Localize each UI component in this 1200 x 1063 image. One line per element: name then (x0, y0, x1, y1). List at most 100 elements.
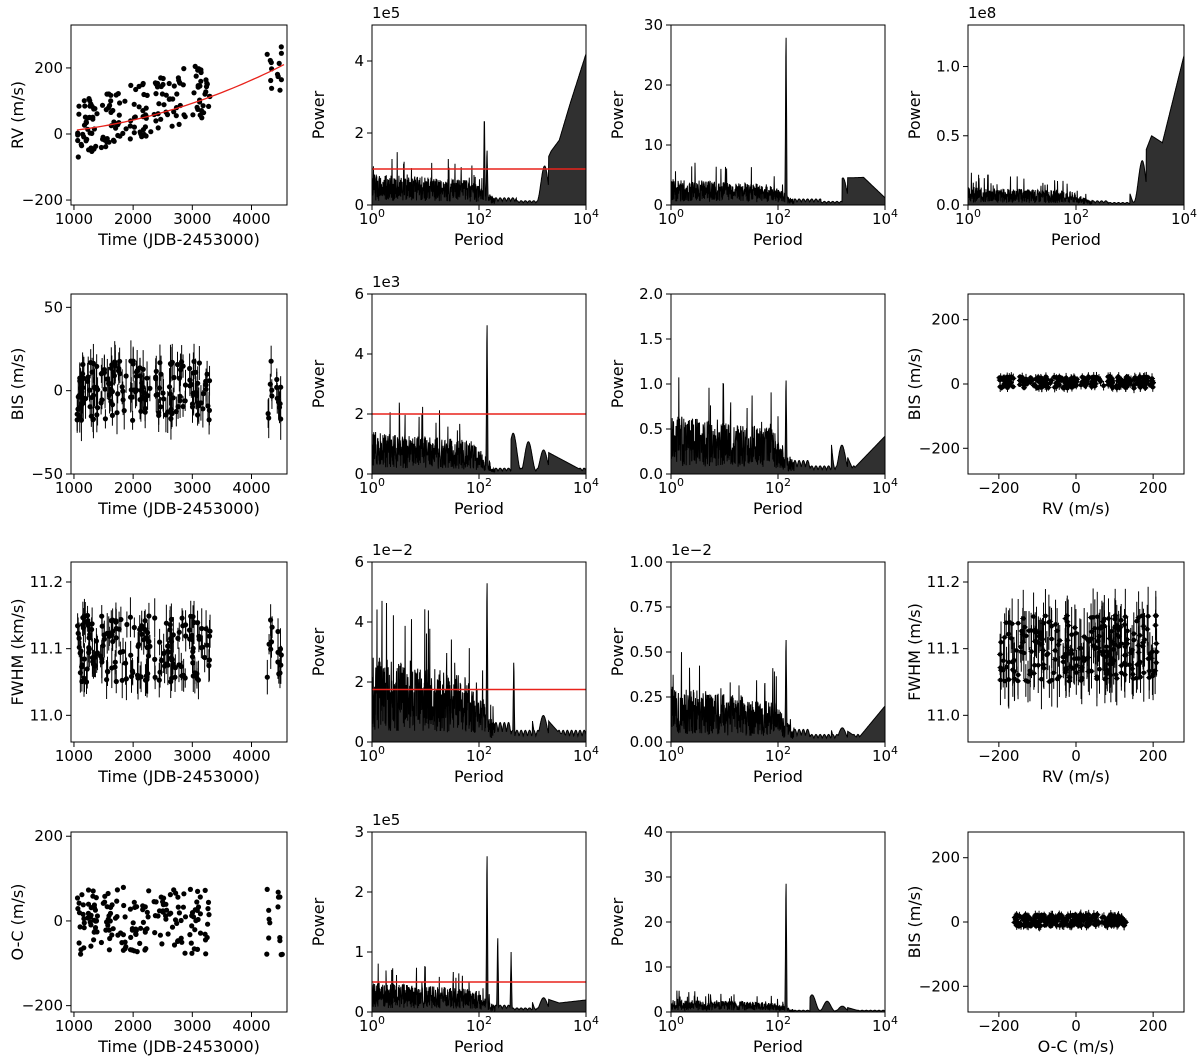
data-point (99, 623, 105, 629)
data-point (189, 923, 195, 929)
y-tick-label: 1.0 (936, 58, 960, 76)
data-point (79, 892, 85, 898)
data-point (163, 916, 169, 922)
y-tick-label: 6 (354, 285, 364, 303)
data-point (81, 656, 87, 662)
data-point (153, 118, 159, 124)
data-point (1136, 661, 1142, 667)
data-point (88, 413, 94, 419)
y-axis-label: Power (309, 897, 328, 946)
data-point (180, 403, 186, 410)
data-point (91, 937, 97, 943)
data-point (1129, 647, 1135, 653)
x-tick-label: 102 (765, 207, 791, 228)
data-point (1055, 376, 1060, 382)
data-point (160, 396, 167, 402)
offset-label: 1e8 (968, 4, 996, 22)
panel-fwhm-time: 1000 2000 3000 4000 11.0 11.1 11.2 Time (JDB-24… (8, 561, 288, 786)
data-point (140, 108, 146, 114)
data-point (1017, 382, 1023, 388)
data-point (94, 412, 100, 418)
data-point (206, 633, 213, 639)
x-tick-label: 3000 (173, 479, 211, 497)
y-tick-label: 11.2 (927, 573, 960, 591)
data-point (152, 656, 158, 663)
data-point (98, 144, 104, 151)
data-point (1055, 914, 1060, 920)
data-point (187, 932, 193, 938)
data-point (1098, 379, 1103, 384)
data-point (1081, 915, 1086, 921)
data-point (173, 113, 179, 119)
data-point (115, 132, 121, 139)
data-point (123, 373, 129, 379)
data-point (75, 132, 81, 138)
data-point (89, 369, 95, 375)
data-point (81, 98, 87, 104)
data-point (1001, 658, 1006, 664)
data-point (167, 391, 173, 397)
data-point (160, 390, 166, 396)
data-point (130, 417, 136, 423)
data-point (157, 669, 163, 675)
x-axis-label: Period (753, 230, 803, 249)
data-point (269, 85, 275, 91)
data-point (91, 392, 97, 398)
data-point (131, 624, 137, 631)
data-point (84, 666, 90, 672)
data-point (1095, 638, 1101, 644)
x-tick-label: 3000 (173, 747, 211, 765)
data-point (99, 659, 105, 665)
data-point (190, 112, 196, 118)
data-point (264, 51, 270, 57)
data-point (189, 401, 196, 407)
plot-area (372, 325, 586, 474)
data-point (1018, 644, 1023, 650)
data-point (1006, 677, 1011, 682)
data-point (178, 935, 184, 941)
data-point (116, 112, 122, 118)
data-point (137, 674, 143, 680)
data-point (1071, 666, 1076, 671)
data-point (124, 621, 130, 628)
data-point (90, 888, 96, 894)
x-tick-label: 102 (466, 1014, 492, 1035)
data-point (202, 887, 208, 894)
x-tick-label: 3000 (173, 210, 211, 228)
data-point (110, 137, 117, 143)
plot-area (671, 639, 885, 742)
x-tick-label: 100 (658, 476, 684, 497)
data-point (86, 387, 93, 393)
data-point (1055, 676, 1060, 682)
y-tick-label: 2 (354, 883, 364, 901)
x-tick-label: 1000 (55, 1017, 93, 1035)
data-point (1015, 921, 1021, 926)
data-point (136, 104, 142, 110)
data-point (91, 902, 97, 908)
data-point (1119, 377, 1124, 383)
panel-oc-time: 1000 2000 3000 4000 −200 0 200 Time (JDB-245300… (8, 827, 288, 1056)
data-point (278, 44, 284, 50)
data-point (81, 945, 87, 951)
data-point (174, 91, 180, 97)
y-tick-label: 0.00 (630, 733, 663, 751)
data-point (1143, 385, 1148, 391)
data-point (157, 385, 163, 391)
data-point (1104, 644, 1109, 650)
x-tick-label: 104 (573, 1014, 599, 1035)
data-point (182, 382, 189, 388)
data-point (1045, 651, 1051, 656)
offset-label: 1e5 (372, 811, 400, 829)
data-point (198, 400, 204, 406)
axes-frame (670, 831, 886, 1013)
data-point (1049, 677, 1055, 683)
data-point (76, 940, 82, 946)
data-point (1146, 656, 1151, 661)
y-tick-label: 0.75 (630, 598, 663, 616)
x-tick-label: 4000 (232, 1017, 270, 1035)
data-point (127, 123, 133, 129)
data-point (108, 109, 114, 115)
data-point (195, 888, 201, 895)
data-point (275, 894, 282, 900)
